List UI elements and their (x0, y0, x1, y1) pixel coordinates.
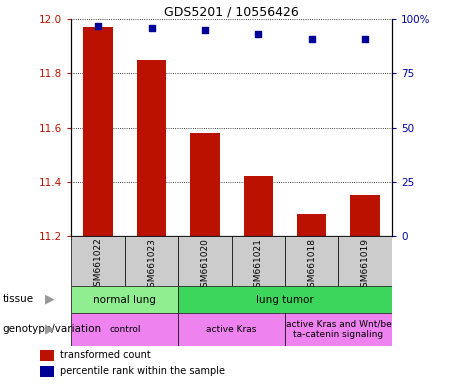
Bar (178, 236, 231, 286)
Text: percentile rank within the sample: percentile rank within the sample (60, 366, 225, 376)
Text: control: control (109, 325, 141, 334)
Text: active Kras and Wnt/be
ta-catenin signaling: active Kras and Wnt/be ta-catenin signal… (285, 319, 391, 339)
Bar (285, 236, 338, 286)
Bar (40, 350, 54, 361)
Bar (178, 286, 392, 313)
Text: GSM661018: GSM661018 (307, 238, 316, 293)
Point (254, 31, 262, 38)
Text: tissue: tissue (2, 294, 34, 304)
Bar (244, 177, 273, 236)
Point (361, 36, 369, 42)
Text: transformed count: transformed count (60, 350, 151, 360)
Point (308, 36, 315, 42)
Text: genotype/variation: genotype/variation (2, 324, 101, 334)
Text: GSM661020: GSM661020 (201, 238, 209, 293)
Bar (83, 27, 113, 236)
Bar (338, 236, 392, 286)
Point (148, 25, 155, 31)
Text: ▶: ▶ (45, 323, 54, 336)
Point (95, 23, 102, 29)
Bar (297, 214, 326, 236)
Text: GSM661023: GSM661023 (147, 238, 156, 293)
Bar (71, 286, 178, 313)
Bar (71, 236, 125, 286)
Bar (350, 195, 380, 236)
Bar (137, 60, 166, 236)
Point (201, 27, 209, 33)
Text: active Kras: active Kras (207, 325, 257, 334)
Bar (190, 133, 219, 236)
Bar (231, 236, 285, 286)
Text: GSM661019: GSM661019 (361, 238, 370, 293)
Text: GSM661022: GSM661022 (94, 238, 103, 292)
Bar (285, 313, 392, 346)
Bar (125, 236, 178, 286)
Text: ▶: ▶ (45, 292, 54, 305)
Bar (71, 313, 178, 346)
Bar (40, 366, 54, 377)
Title: GDS5201 / 10556426: GDS5201 / 10556426 (164, 5, 299, 18)
Text: normal lung: normal lung (94, 295, 156, 305)
Text: GSM661021: GSM661021 (254, 238, 263, 293)
Text: lung tumor: lung tumor (256, 295, 314, 305)
Bar (178, 313, 285, 346)
